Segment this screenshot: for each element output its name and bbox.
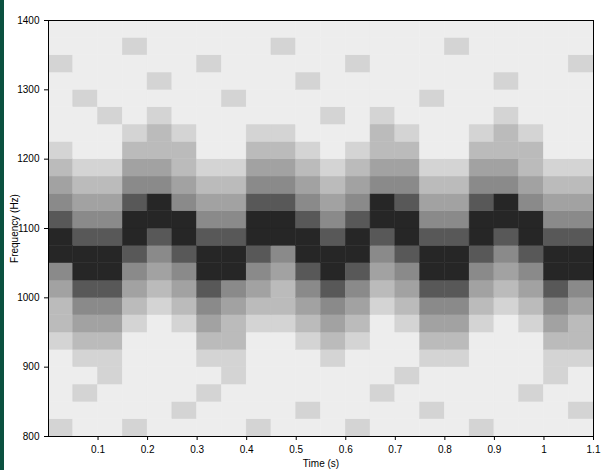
svg-text:1200: 1200 — [17, 153, 40, 164]
svg-text:0.3: 0.3 — [190, 444, 204, 455]
svg-text:0.5: 0.5 — [289, 444, 303, 455]
svg-text:1400: 1400 — [17, 15, 40, 26]
svg-text:1000: 1000 — [17, 292, 40, 303]
svg-text:0.9: 0.9 — [487, 444, 501, 455]
svg-text:800: 800 — [23, 431, 40, 442]
svg-text:Frequency (Hz): Frequency (Hz) — [9, 194, 20, 263]
svg-text:Time (s): Time (s) — [303, 458, 339, 469]
svg-text:0.7: 0.7 — [388, 444, 402, 455]
svg-text:0.8: 0.8 — [438, 444, 452, 455]
svg-text:0.1: 0.1 — [91, 444, 105, 455]
svg-text:1: 1 — [541, 444, 547, 455]
svg-text:1100: 1100 — [18, 223, 40, 234]
svg-text:1300: 1300 — [17, 84, 40, 95]
svg-text:0.4: 0.4 — [240, 444, 254, 455]
svg-text:1.1: 1.1 — [587, 444, 601, 455]
svg-text:0.2: 0.2 — [141, 444, 155, 455]
svg-text:900: 900 — [23, 361, 40, 372]
svg-text:0.6: 0.6 — [339, 444, 353, 455]
